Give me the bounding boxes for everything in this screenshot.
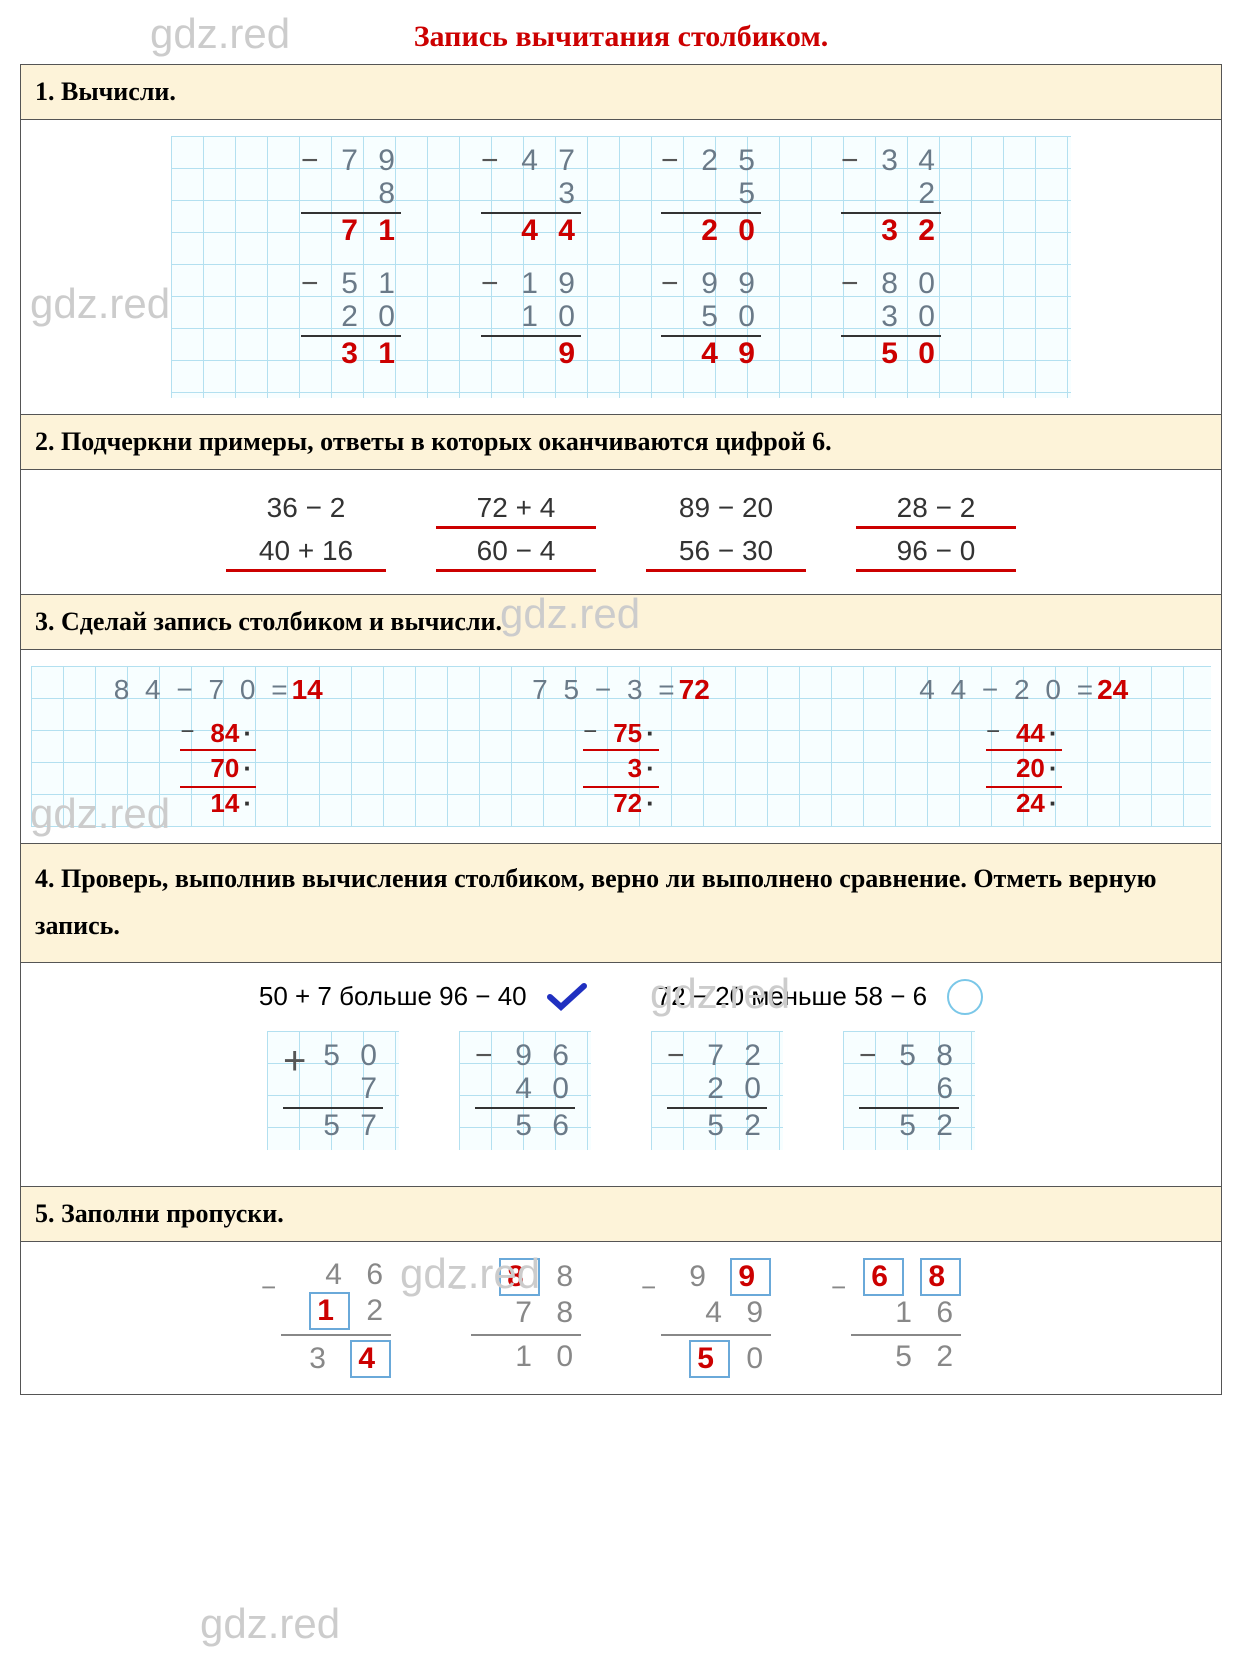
calc-column: −7 22 05 2 <box>651 1031 783 1150</box>
task5-body: −4 61 23 4 −8 87 81 0 −9 94 95 0 −6 81 65 2 <box>21 1242 1221 1394</box>
task2-header: 2. Подчеркни примеры, ответы в которых о… <box>21 414 1221 470</box>
expression: 56 − 30 <box>646 535 806 572</box>
equation-block: 7 5 − 3 =72−75372 <box>532 674 710 819</box>
subtraction-column: −3 423 2 <box>841 144 941 247</box>
watermark: gdz.red <box>200 1600 340 1648</box>
calc-column: −9 64 05 6 <box>459 1031 591 1150</box>
task4-body: 50 + 7 больше 96 − 40 72 − 20 меньше 58 … <box>21 963 1221 1186</box>
subtraction-column: −4 734 4 <box>481 144 581 247</box>
fill-column: −4 61 23 4 <box>281 1258 391 1378</box>
worksheet-page: gdz.red gdz.red gdz.red gdz.red gdz.red … <box>0 0 1242 1395</box>
expression: 89 − 20 <box>646 492 806 529</box>
task3-header: 3. Сделай запись столбиком и вычисли. <box>21 594 1221 650</box>
task3-body: 8 4 − 7 0 =14−847014 7 5 − 3 =72−75372 4 4… <box>21 650 1221 843</box>
expression: 72 + 4 <box>436 492 596 529</box>
expression: 60 − 4 <box>436 535 596 572</box>
check-icon <box>547 982 587 1012</box>
fill-column: −8 87 81 0 <box>471 1258 581 1378</box>
calc-column: +5 075 7 <box>267 1031 399 1150</box>
fill-column: −6 81 65 2 <box>851 1258 961 1378</box>
compare-left: 50 + 7 больше 96 − 40 <box>259 981 527 1012</box>
expression: 28 − 2 <box>856 492 1016 529</box>
subtraction-column: −5 12 03 1 <box>301 267 401 370</box>
subtraction-column: −9 95 04 9 <box>661 267 761 370</box>
task4-header: 4. Проверь, выполнив вычисления столбико… <box>21 843 1221 963</box>
page-title: Запись вычитания столбиком. <box>0 0 1242 64</box>
compare-right: 72 − 20 меньше 58 − 6 <box>657 981 928 1012</box>
circle-empty-icon <box>947 979 983 1015</box>
subtraction-column: −7 987 1 <box>301 144 401 247</box>
subtraction-column: −1 91 09 <box>481 267 581 370</box>
main-section: 1. Вычисли. −7 987 1 −4 734 4 −2 552 0 −3 4… <box>20 64 1222 1395</box>
task5-header: 5. Заполни пропуски. <box>21 1186 1221 1242</box>
fill-column: −9 94 95 0 <box>661 1258 771 1378</box>
subtraction-column: −2 552 0 <box>661 144 761 247</box>
subtraction-column: −8 03 05 0 <box>841 267 941 370</box>
task1-header: 1. Вычисли. <box>21 65 1221 120</box>
expression: 36 − 2 <box>226 492 386 529</box>
equation-block: 4 4 − 2 0 =24−442024 <box>919 674 1128 819</box>
task2-body: 36 − 2 72 + 4 89 − 20 28 − 2 40 + 16 60 − 4 56… <box>21 470 1221 594</box>
equation-block: 8 4 − 7 0 =14−847014 <box>114 674 323 819</box>
task1-body: −7 987 1 −4 734 4 −2 552 0 −3 423 2 −5 12 0… <box>21 120 1221 414</box>
calc-column: −5 865 2 <box>843 1031 975 1150</box>
expression: 96 − 0 <box>856 535 1016 572</box>
expression: 40 + 16 <box>226 535 386 572</box>
